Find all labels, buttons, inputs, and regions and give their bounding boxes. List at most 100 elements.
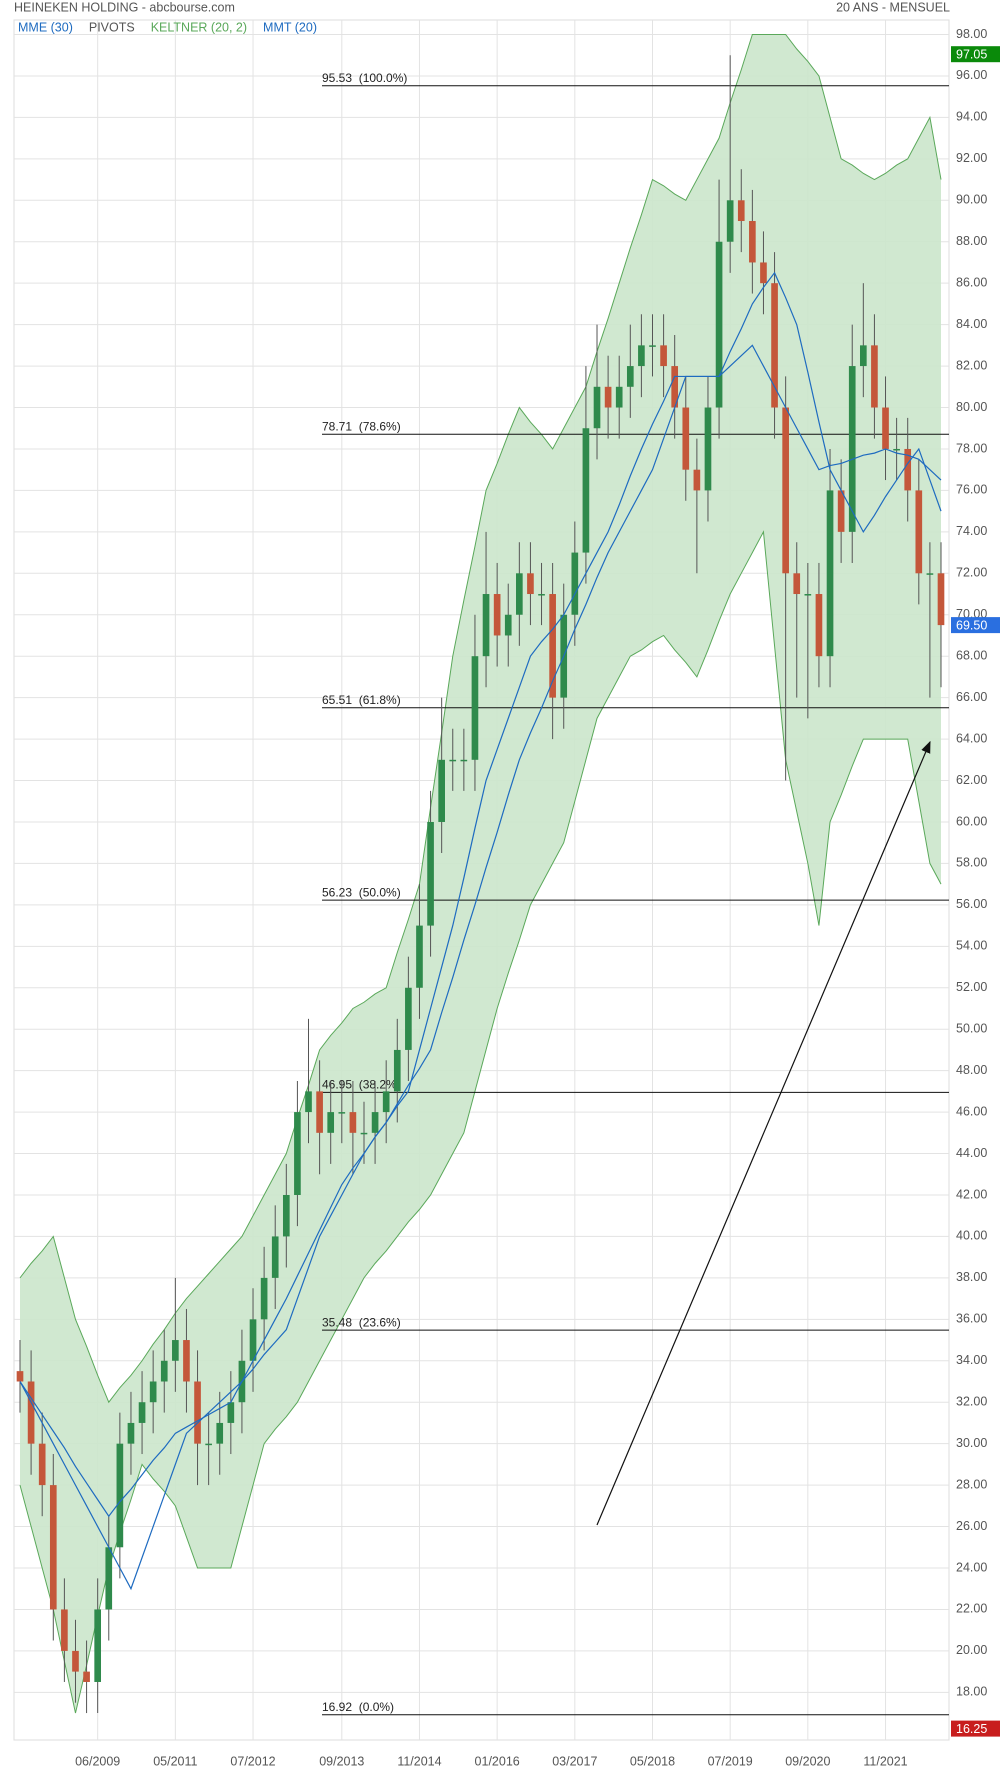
candle-body bbox=[815, 594, 823, 657]
price-tag-label: 16.25 bbox=[956, 1722, 987, 1736]
y-tick-label: 48.00 bbox=[956, 1063, 987, 1077]
y-tick-label: 38.00 bbox=[956, 1270, 987, 1284]
candle-body bbox=[882, 407, 889, 449]
fib-label: 78.71 (78.6%) bbox=[322, 419, 401, 433]
y-tick-label: 96.00 bbox=[956, 68, 987, 82]
fib-label: 56.23 (50.0%) bbox=[322, 885, 401, 899]
y-tick-label: 74.00 bbox=[956, 524, 987, 538]
candle-body bbox=[49, 1485, 57, 1610]
x-tick-label: 05/2018 bbox=[630, 1754, 675, 1768]
candle-body bbox=[327, 1112, 335, 1133]
y-tick-label: 76.00 bbox=[956, 483, 987, 497]
chart-subtitle: 20 ANS - MENSUEL bbox=[836, 0, 950, 14]
candle-body bbox=[493, 594, 501, 636]
candle-body bbox=[937, 573, 945, 626]
y-tick-label: 68.00 bbox=[956, 648, 987, 662]
x-tick-label: 09/2020 bbox=[785, 1754, 830, 1768]
candle-body bbox=[371, 1112, 379, 1133]
fib-label: 65.51 (61.8%) bbox=[322, 693, 401, 707]
candle-body bbox=[582, 428, 590, 553]
y-tick-label: 20.00 bbox=[956, 1643, 987, 1657]
candle-body bbox=[405, 987, 412, 1050]
y-tick-label: 84.00 bbox=[956, 317, 987, 331]
candle-body bbox=[438, 759, 445, 822]
candle-body bbox=[649, 345, 656, 347]
candle-body bbox=[859, 345, 867, 367]
y-tick-label: 86.00 bbox=[956, 275, 987, 289]
y-tick-label: 36.00 bbox=[956, 1312, 987, 1326]
candle-body bbox=[72, 1650, 79, 1672]
candle-body bbox=[338, 1112, 346, 1114]
y-tick-label: 40.00 bbox=[956, 1229, 987, 1243]
candle-body bbox=[305, 1091, 312, 1113]
y-tick-label: 98.00 bbox=[956, 27, 987, 41]
y-tick-label: 92.00 bbox=[956, 151, 987, 165]
candle-body bbox=[94, 1609, 102, 1682]
trend-arrow bbox=[596, 740, 931, 1526]
y-tick-label: 34.00 bbox=[956, 1353, 987, 1367]
y-tick-label: 46.00 bbox=[956, 1104, 987, 1118]
candle-body bbox=[449, 759, 457, 762]
candle-body bbox=[382, 1091, 390, 1113]
candle-body bbox=[571, 552, 579, 615]
candle-body bbox=[271, 1236, 279, 1278]
y-tick-label: 78.00 bbox=[956, 441, 987, 455]
price-tag bbox=[951, 1720, 1000, 1737]
candle-body bbox=[704, 407, 712, 491]
candle-body bbox=[194, 1381, 201, 1444]
x-tick-label: 01/2016 bbox=[475, 1754, 520, 1768]
candle-body bbox=[16, 1371, 24, 1382]
legend-entry: MMT (20) bbox=[263, 20, 317, 34]
x-tick-label: 06/2009 bbox=[75, 1754, 120, 1768]
candle-body bbox=[626, 366, 634, 387]
price-tag-label: 69.50 bbox=[956, 618, 987, 632]
candle-body bbox=[460, 759, 468, 762]
x-tick-label: 11/2014 bbox=[397, 1754, 441, 1768]
candle-body bbox=[183, 1340, 190, 1382]
y-tick-label: 26.00 bbox=[956, 1519, 987, 1533]
price-tag bbox=[951, 46, 1000, 63]
candle-body bbox=[504, 614, 512, 636]
y-tick-label: 24.00 bbox=[956, 1560, 987, 1574]
candle-body bbox=[482, 594, 490, 657]
x-tick-label: 05/2011 bbox=[153, 1754, 197, 1768]
candle-body bbox=[837, 490, 845, 532]
legend-entry: MME (30) bbox=[18, 20, 73, 34]
y-tick-label: 88.00 bbox=[956, 234, 987, 248]
candle-body bbox=[726, 200, 734, 242]
y-tick-label: 64.00 bbox=[956, 731, 987, 745]
candle-body bbox=[737, 200, 745, 222]
y-tick-label: 58.00 bbox=[956, 856, 987, 870]
candle-body bbox=[427, 821, 434, 926]
candle-body bbox=[804, 594, 812, 596]
candle-body bbox=[604, 386, 612, 408]
fib-label: 35.48 (23.6%) bbox=[322, 1315, 401, 1329]
y-tick-label: 94.00 bbox=[956, 110, 987, 124]
y-tick-label: 30.00 bbox=[956, 1436, 987, 1450]
candle-body bbox=[149, 1381, 157, 1403]
candle-body bbox=[360, 1132, 368, 1135]
candle-body bbox=[660, 345, 667, 367]
candle-body bbox=[260, 1277, 268, 1320]
keltner-band bbox=[20, 34, 941, 1714]
candle-body bbox=[282, 1194, 290, 1237]
candle-body bbox=[527, 573, 534, 595]
candle-body bbox=[871, 345, 878, 408]
y-tick-label: 50.00 bbox=[956, 1022, 987, 1036]
price-tag-label: 97.05 bbox=[956, 47, 987, 61]
candle-body bbox=[160, 1360, 168, 1382]
chart-title: HEINEKEN HOLDING - abcbourse.com bbox=[14, 0, 235, 14]
x-tick-label: 11/2021 bbox=[863, 1754, 907, 1768]
candle-body bbox=[249, 1319, 257, 1361]
candle-body bbox=[593, 386, 601, 429]
y-tick-label: 52.00 bbox=[956, 980, 987, 994]
candle-body bbox=[38, 1443, 46, 1486]
candle-body bbox=[682, 407, 690, 470]
candle-body bbox=[227, 1402, 235, 1423]
candle-body bbox=[205, 1443, 212, 1446]
keltner-lower bbox=[19, 530, 942, 1714]
candle-body bbox=[61, 1609, 68, 1651]
y-tick-label: 80.00 bbox=[956, 400, 987, 414]
ma-line bbox=[19, 271, 942, 1591]
